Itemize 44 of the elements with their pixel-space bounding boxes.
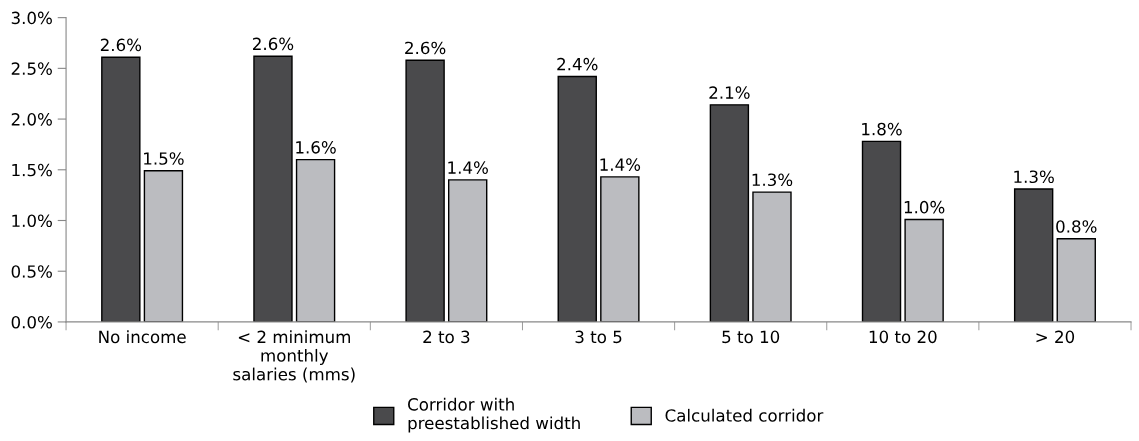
bar	[295, 158, 336, 322]
bar	[861, 140, 902, 322]
bar	[101, 56, 141, 322]
bar	[557, 75, 597, 322]
bar	[600, 176, 640, 322]
data-label: 1.5%	[144, 152, 184, 165]
data-label: 2.1%	[709, 86, 750, 99]
bar	[1056, 238, 1096, 322]
data-label: 1.3%	[1014, 170, 1054, 184]
y-tick-label: 2.0%	[11, 113, 52, 126]
data-label: 1.8%	[862, 122, 902, 136]
bar	[904, 218, 944, 322]
data-label: 1.4%	[448, 161, 488, 174]
data-label: 2.6%	[253, 37, 294, 51]
y-tick-label: 3.0%	[11, 11, 52, 25]
x-tick-label: No income	[99, 330, 186, 344]
data-label: 1.6%	[296, 141, 336, 154]
x-tick-label: 10 to 20	[869, 330, 937, 344]
legend-label: Corridor with preestablished width	[408, 397, 580, 433]
legend-label: Calculated corridor	[665, 408, 824, 422]
x-tick-label: 5 to 10	[722, 330, 780, 344]
y-tick-label: 2.5%	[11, 62, 52, 75]
bar	[143, 170, 184, 322]
bar	[1013, 188, 1054, 322]
y-tick-label: 0.0%	[11, 315, 52, 329]
bar	[447, 179, 488, 322]
data-label: 0.8%	[1056, 220, 1097, 233]
data-label: 1.3%	[752, 173, 793, 187]
data-label: 2.6%	[100, 38, 142, 52]
x-tick-label: > 20	[1036, 330, 1075, 344]
bar	[405, 59, 445, 322]
bar	[709, 104, 750, 322]
y-tick-label: 0.5%	[11, 265, 52, 278]
x-tick-label: < 2 minimum monthly salaries (mms)	[233, 330, 355, 383]
data-label: 1.4%	[600, 158, 641, 171]
x-tick-label: 3 to 5	[575, 330, 622, 344]
y-tick-label: 1.5%	[12, 163, 52, 177]
x-tick-label: 2 to 3	[423, 330, 470, 344]
data-label: 2.4%	[557, 57, 598, 71]
bar	[253, 55, 293, 322]
y-tick-label: 1.0%	[12, 214, 52, 228]
data-label: 1.0%	[904, 200, 945, 214]
bar	[752, 191, 792, 322]
data-label: 2.6%	[405, 41, 446, 55]
